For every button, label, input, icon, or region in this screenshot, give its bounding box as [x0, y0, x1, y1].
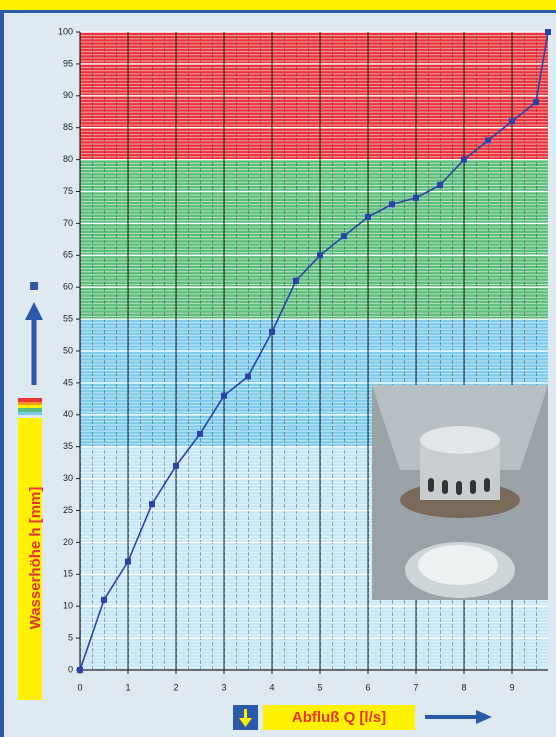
- y-tick-label: 35: [63, 441, 73, 451]
- y-tick-label: 45: [63, 377, 73, 387]
- data-point: [461, 156, 467, 163]
- data-point: [317, 252, 323, 259]
- y-tick-label: 10: [63, 601, 73, 611]
- data-point: [389, 201, 395, 208]
- x-tick-label: 1: [125, 682, 130, 692]
- data-point: [365, 214, 371, 221]
- y-tick-label: 20: [63, 537, 73, 547]
- y-tick-label: 40: [63, 409, 73, 419]
- y-tick-label: 95: [63, 58, 73, 68]
- x-axis-decoration: [233, 705, 492, 730]
- data-point: [437, 182, 443, 189]
- x-tick-label: 5: [317, 682, 322, 692]
- photo: [372, 385, 548, 600]
- data-point: [533, 99, 539, 106]
- y-tick-label: 70: [63, 218, 73, 228]
- y-tick-label: 85: [63, 122, 73, 132]
- data-point: [485, 137, 491, 144]
- x-tick-label: 7: [413, 682, 418, 692]
- data-point: [341, 233, 347, 240]
- y-tick-label: 25: [63, 505, 73, 515]
- plot-area: 0510152025303540455055606570758085909510…: [58, 26, 551, 692]
- x-tick-label: 9: [509, 682, 514, 692]
- data-point: [413, 194, 419, 201]
- x-tick-label: 6: [365, 682, 370, 692]
- data-point: [269, 328, 275, 335]
- x-tick-label: 0: [77, 682, 82, 692]
- y-tick-label: 50: [63, 345, 73, 355]
- data-point: [125, 558, 131, 565]
- x-tick-label: 8: [461, 682, 466, 692]
- y-tick-label: 5: [68, 632, 73, 642]
- y-tick-label: 100: [58, 26, 73, 36]
- y-tick-label: 65: [63, 250, 73, 260]
- y-tick-label: 90: [63, 90, 73, 100]
- y-tick-label: 30: [63, 473, 73, 483]
- top-bar: [0, 0, 556, 10]
- x-tick-label: 4: [269, 682, 274, 692]
- data-point: [545, 29, 551, 35]
- y-tick-label: 80: [63, 154, 73, 164]
- y-tick-label: 55: [63, 313, 73, 323]
- data-point: [293, 277, 299, 284]
- x-tick-label: 3: [221, 682, 226, 692]
- x-axis-label: Abfluß Q [l/s]: [292, 709, 386, 726]
- data-point: [77, 667, 83, 673]
- y-tick-label: 15: [63, 569, 73, 579]
- y-axis-label: Wasserhöhe h [mm]: [27, 487, 44, 630]
- data-point: [149, 501, 155, 508]
- data-point: [197, 430, 203, 437]
- y-tick-label: 75: [63, 186, 73, 196]
- y-tick-label: 0: [68, 664, 73, 674]
- data-point: [509, 118, 515, 125]
- y-axis-decoration: [18, 282, 43, 700]
- x-tick-label: 2: [173, 682, 178, 692]
- data-point: [245, 373, 251, 380]
- y-tick-label: 60: [63, 282, 73, 292]
- data-point: [101, 596, 107, 603]
- data-point: [221, 392, 227, 399]
- data-point: [173, 462, 179, 469]
